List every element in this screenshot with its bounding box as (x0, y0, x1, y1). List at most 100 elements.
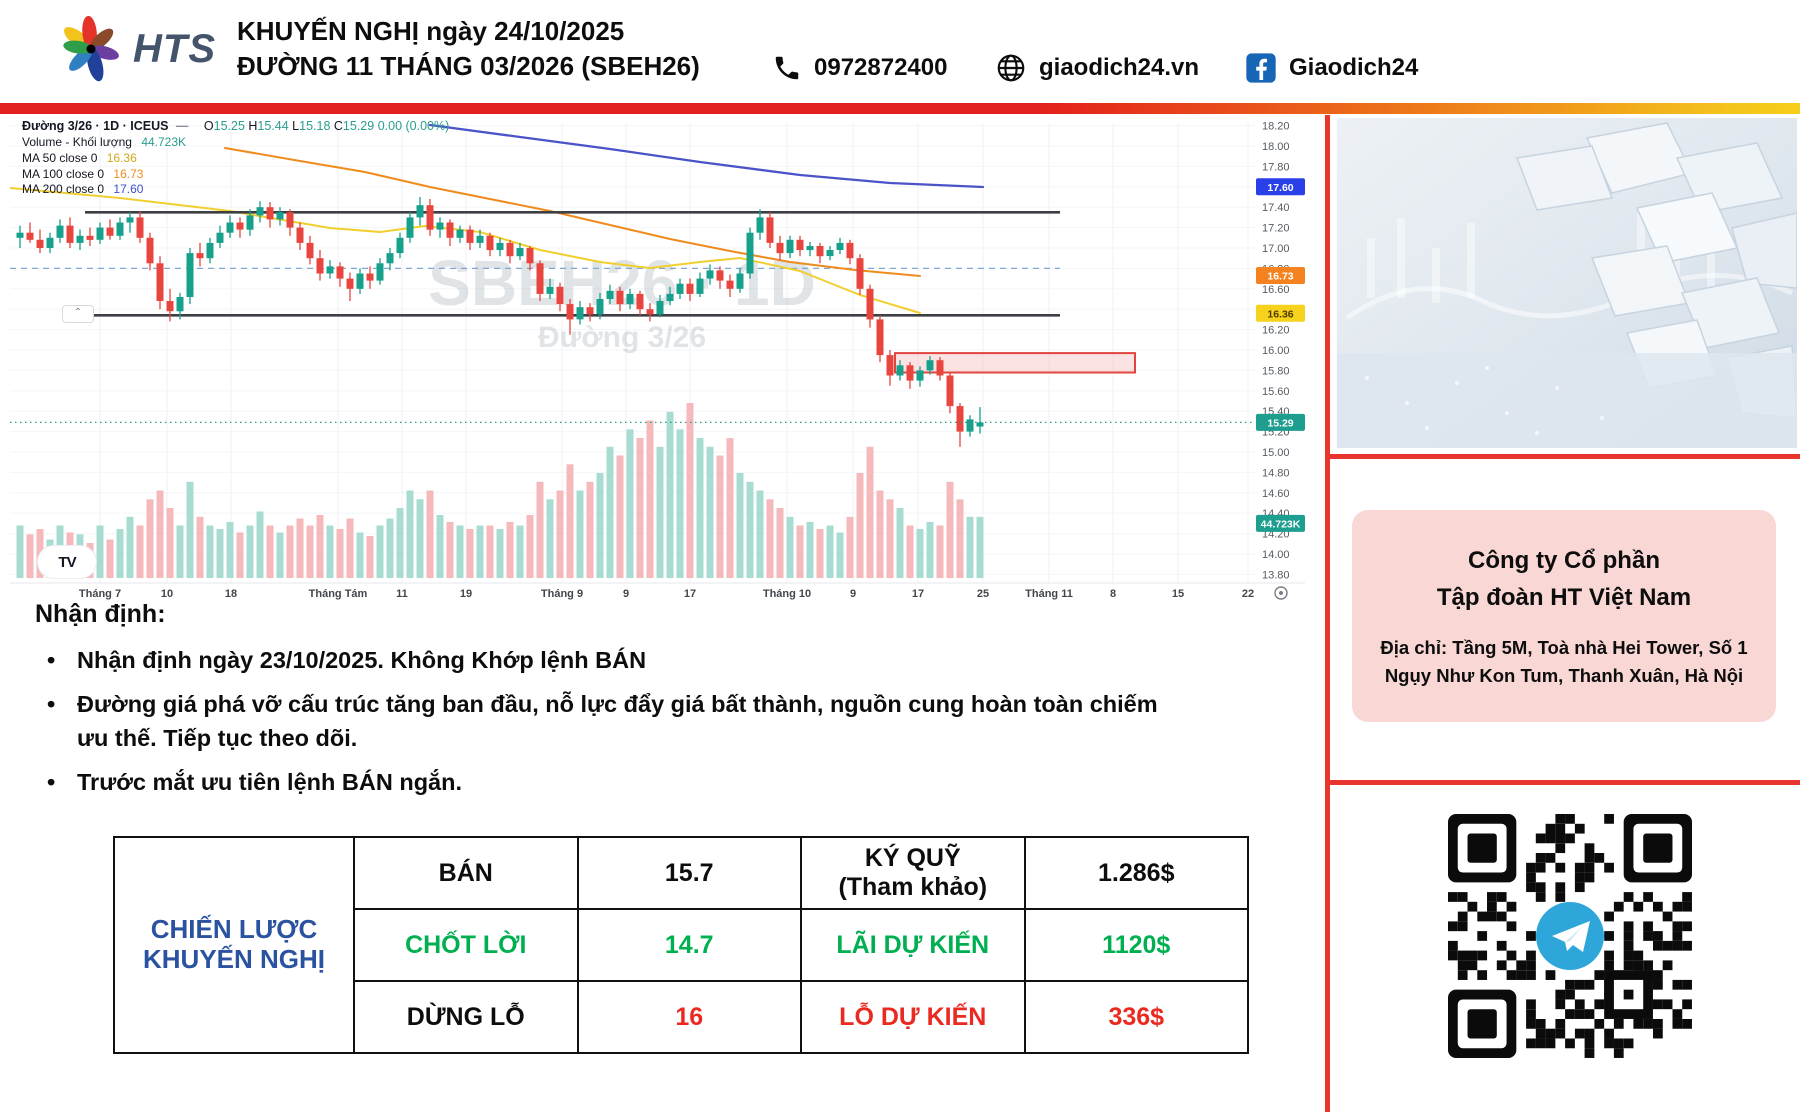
table-cell: KÝ QUỸ (Tham khảo) (800, 836, 1026, 910)
svg-text:16.00: 16.00 (1262, 345, 1290, 357)
analysis-bullet-1: • Nhận định ngày 23/10/2025. Không Khớp l… (35, 643, 1165, 677)
svg-text:16.73: 16.73 (1267, 271, 1293, 283)
horizontal-divider-1 (1325, 454, 1800, 459)
svg-text:15.60: 15.60 (1262, 386, 1290, 398)
svg-text:44.723K: 44.723K (1261, 518, 1301, 530)
facebook-name[interactable]: Giaodich24 (1289, 54, 1419, 81)
svg-text:15.80: 15.80 (1262, 365, 1290, 377)
logo-text: HTS (133, 26, 216, 71)
chart-symbol-row: Đường 3/26 · 1D · ICEUS — O15.25 H15.44 … (22, 119, 449, 134)
table-cell: 1120$ (1023, 908, 1249, 982)
table-cell: LỖ DỰ KIẾN (800, 980, 1026, 1054)
sugar-image (1337, 118, 1797, 448)
telegram-icon (1536, 902, 1604, 970)
svg-text:17.40: 17.40 (1262, 202, 1290, 214)
svg-text:17.00: 17.00 (1262, 243, 1290, 255)
table-cell: CHỐT LỜI (353, 908, 579, 982)
analysis-bullets: • Nhận định ngày 23/10/2025. Không Khớp l… (35, 643, 1165, 799)
svg-text:19: 19 (460, 588, 472, 600)
company-logo: HTS (55, 10, 305, 88)
ma200-legend: MA 200 close 0 17.60 (22, 182, 144, 197)
table-cell: 16 (576, 980, 802, 1054)
table-cell: DỪNG LỖ (353, 980, 579, 1054)
table-cell: LÃI DỰ KIẾN (800, 908, 1026, 982)
svg-text:18.00: 18.00 (1262, 141, 1290, 153)
company-card: Công ty Cổ phần Tập đoàn HT Việt Nam Địa… (1352, 510, 1776, 722)
vertical-divider (1325, 115, 1330, 1112)
analysis-bullet-2: • Đường giá phá vỡ cấu trúc tăng ban đầu,… (35, 687, 1165, 755)
company-address: Địa chỉ: Tầng 5M, Toà nhà Hei Tower, Số … (1380, 637, 1748, 687)
svg-text:25: 25 (977, 588, 989, 600)
svg-text:17.80: 17.80 (1262, 161, 1290, 173)
page-title: KHUYẾN NGHỊ ngày 24/10/2025 ĐƯỜNG 11 THÁ… (237, 14, 797, 84)
svg-text:18.20: 18.20 (1262, 121, 1290, 133)
company-name-line-1: Công ty Cổ phần (1468, 547, 1660, 575)
telegram-qr-code[interactable] (1448, 814, 1692, 1058)
svg-text:Tháng 11: Tháng 11 (1025, 588, 1073, 600)
table-cell: 336$ (1023, 980, 1249, 1054)
phone-number: 0972872400 (814, 54, 948, 81)
contact-website[interactable]: giaodich24.vn (995, 48, 1199, 88)
contact-phone: 0972872400 (772, 48, 947, 88)
svg-text:10: 10 (161, 588, 173, 600)
svg-text:Đường 3/26: Đường 3/26 (538, 321, 706, 354)
svg-text:16.60: 16.60 (1262, 284, 1290, 296)
svg-text:17: 17 (912, 588, 924, 600)
title-line-1: KHUYẾN NGHỊ ngày 24/10/2025 (237, 16, 625, 46)
svg-text:15: 15 (1172, 588, 1184, 600)
svg-text:SBEH26 · 1D: SBEH26 · 1D (428, 247, 816, 319)
strategy-row-1: CHIẾN LƯỢC KHUYẾN NGHỊ BÁN 15.7 KÝ QUỸ (Tham … (113, 836, 1249, 1054)
bullet-dot: • (47, 691, 56, 718)
table-cell: 15.7 (576, 836, 802, 910)
volume-legend: Volume - Khối lượng 44.723K (22, 135, 187, 150)
analysis-bullet-3: • Trước mắt ưu tiên lệnh BÁN ngắn. (35, 765, 1165, 799)
svg-text:Tháng 9: Tháng 9 (541, 588, 583, 600)
svg-text:17: 17 (684, 588, 696, 600)
svg-text:18: 18 (225, 588, 237, 600)
bullet-dot: • (47, 769, 56, 796)
ma50-legend: MA 50 close 0 16.36 (22, 150, 137, 165)
svg-text:14.60: 14.60 (1262, 488, 1290, 500)
legend-collapse-dash[interactable]: — (175, 119, 189, 133)
svg-text:16.36: 16.36 (1267, 308, 1293, 320)
strategy-table: CHIẾN LƯỢC KHUYẾN NGHỊ BÁN 15.7 KÝ QUỸ (Tham … (113, 836, 1249, 1054)
svg-text:8: 8 (1110, 588, 1116, 600)
chart-symbol: Đường 3/26 · 1D · ICEUS (22, 119, 169, 133)
legend-collapse-button[interactable]: ⌃ (62, 305, 94, 323)
svg-text:17.20: 17.20 (1262, 223, 1290, 235)
svg-text:14.00: 14.00 (1262, 549, 1290, 561)
phone-icon (775, 56, 799, 80)
svg-text:15.29: 15.29 (1267, 417, 1293, 429)
bullet-text: Trước mắt ưu tiên lệnh BÁN ngắn. (77, 769, 462, 796)
table-cell: 1.286$ (1023, 836, 1249, 910)
svg-text:22: 22 (1242, 588, 1254, 600)
svg-text:9: 9 (850, 588, 856, 600)
bullet-text: Đường giá phá vỡ cấu trúc tăng ban đầu, … (77, 691, 1158, 752)
contact-facebook[interactable]: Giaodich24 (1245, 48, 1418, 88)
company-name-line-2: Tập đoàn HT Việt Nam (1436, 584, 1692, 612)
strategy-row-header: CHIẾN LƯỢC KHUYẾN NGHỊ (113, 836, 355, 1054)
svg-text:15.00: 15.00 (1262, 447, 1290, 459)
strategy-row-3: DỪNG LỖ 16 LỖ DỰ KIẾN 336$ (114, 980, 1249, 1054)
volume-value: 44.723K (141, 135, 187, 150)
svg-text:Tháng 10: Tháng 10 (763, 588, 811, 600)
bullet-dot: • (47, 647, 56, 673)
ma100-legend: MA 100 close 0 16.73 (22, 166, 144, 181)
svg-text:Tháng Tám: Tháng Tám (309, 588, 368, 600)
tradingview-logo[interactable]: TV (38, 546, 96, 578)
header: HTS KHUYẾN NGHỊ ngày 24/10/2025 ĐƯỜNG 11… (0, 0, 1800, 95)
ohlc-values: O15.25 H15.44 L15.18 C15.29 0.00 (0.00%) (203, 119, 450, 133)
bullet-text: Nhận định ngày 23/10/2025. Không Khớp lệ… (77, 647, 647, 673)
gradient-divider (0, 103, 1800, 114)
svg-text:14.80: 14.80 (1262, 467, 1290, 479)
strategy-row-2: CHỐT LỜI 14.7 LÃI DỰ KIẾN 1120$ (114, 908, 1249, 982)
hts-logo-icon (63, 15, 119, 82)
facebook-icon (1246, 53, 1276, 83)
svg-text:11: 11 (396, 588, 408, 600)
globe-icon (997, 54, 1025, 82)
website-url[interactable]: giaodich24.vn (1039, 54, 1200, 81)
svg-text:Tháng 7: Tháng 7 (79, 588, 121, 600)
price-chart[interactable]: SBEH26 · 1D Đường 3/26 13.80 14.00 14.20 14.4… (10, 115, 1305, 602)
svg-text:9: 9 (623, 588, 629, 600)
